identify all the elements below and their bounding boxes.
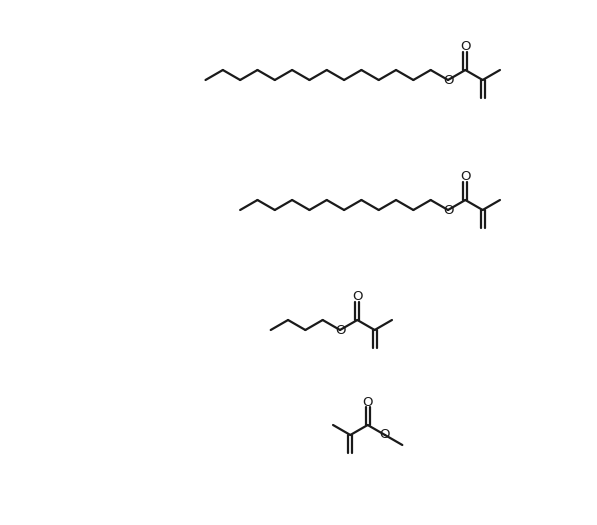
Text: O: O	[335, 323, 345, 337]
Text: O: O	[352, 290, 362, 303]
Text: O: O	[443, 204, 453, 216]
Text: O: O	[443, 74, 453, 87]
Text: O: O	[460, 40, 470, 54]
Text: O: O	[362, 395, 373, 408]
Text: O: O	[460, 171, 470, 184]
Text: O: O	[380, 428, 390, 442]
